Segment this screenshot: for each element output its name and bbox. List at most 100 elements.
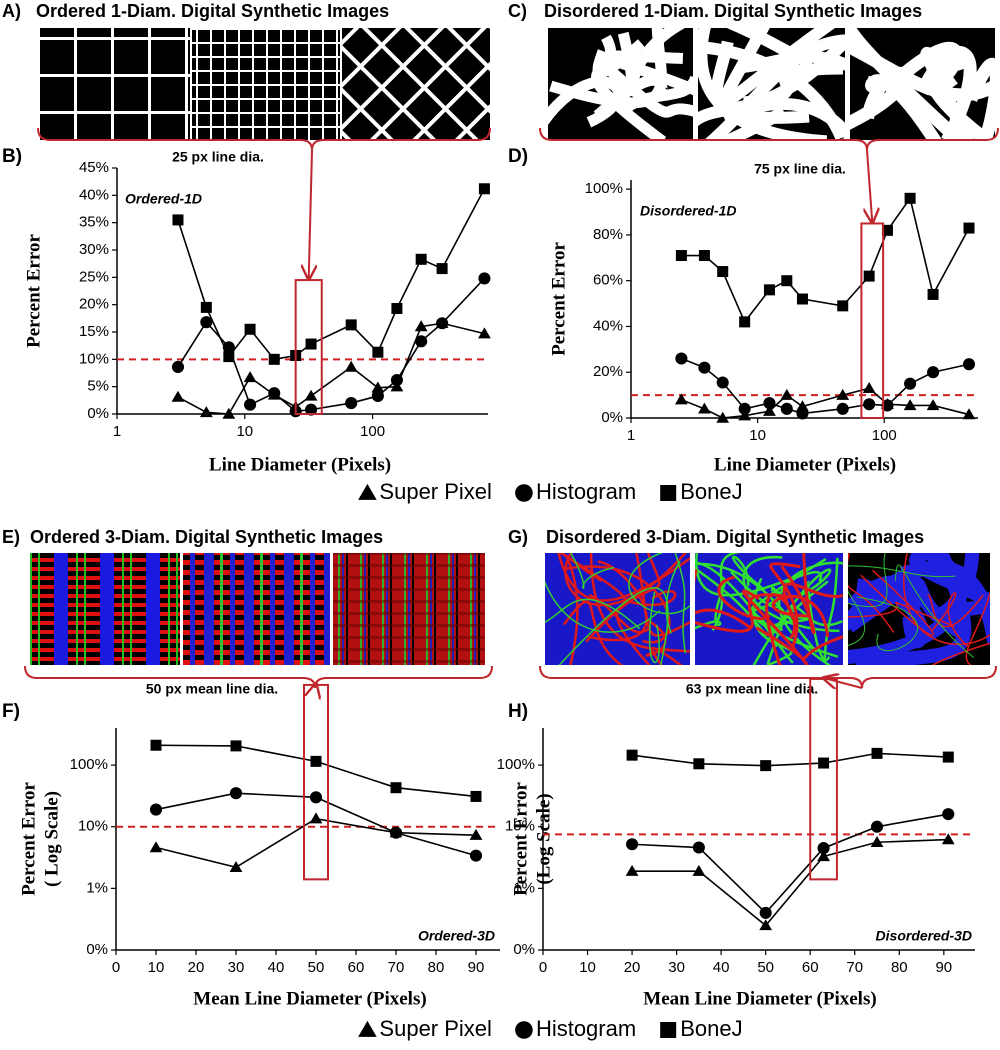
legend-label: Histogram [536, 1016, 636, 1041]
marker [675, 352, 688, 365]
y-tick-label: 0% [86, 941, 108, 958]
synthetic-image [192, 28, 340, 140]
x-tick-label: 1 [113, 423, 121, 440]
marker [309, 791, 323, 804]
x-tick-label: 20 [624, 959, 641, 976]
image-stroke [880, 41, 963, 96]
marker [698, 402, 711, 414]
marker [942, 751, 954, 763]
callout-arrow [824, 678, 863, 688]
y-tick-label: 10% [78, 818, 108, 835]
callout-arrow [315, 684, 316, 688]
series-line [681, 387, 970, 419]
image-stroke [865, 74, 943, 140]
marker [837, 300, 849, 312]
marker [760, 760, 772, 772]
image-stroke [894, 564, 975, 659]
legend-label: BoneJ [680, 479, 742, 504]
x-tick-label: 100 [360, 423, 385, 440]
marker [223, 351, 235, 363]
marker [469, 828, 483, 840]
image-stroke [755, 626, 843, 661]
synthetic-image [850, 28, 995, 140]
image-stroke [695, 578, 728, 630]
image-stroke [628, 553, 690, 615]
marker [200, 316, 213, 329]
x-tick-label: 0 [539, 959, 547, 976]
x-tick-label: 1 [627, 427, 635, 444]
synthetic-image [545, 553, 690, 665]
marker [626, 838, 639, 851]
marker [310, 755, 322, 767]
synthetic-image [848, 553, 990, 665]
marker [675, 393, 688, 405]
image-stroke [717, 575, 771, 620]
image-stroke [590, 553, 690, 653]
marker [390, 374, 403, 387]
y-tick-label: 0% [513, 941, 535, 958]
marker [171, 390, 185, 402]
y-tick-label: 20% [79, 296, 109, 313]
image-stroke [717, 106, 787, 140]
x-tick-label: 0 [112, 959, 120, 976]
x-tick-label: 60 [802, 959, 819, 976]
callout-arrow [867, 149, 872, 222]
image-stroke [650, 647, 683, 665]
marker [222, 407, 236, 419]
x-tick-label: 70 [388, 959, 405, 976]
marker [345, 397, 358, 410]
marker [926, 399, 940, 411]
panel-title: Disordered 3-Diam. Digital Synthetic Ima… [546, 527, 924, 547]
marker [904, 377, 917, 390]
marker [692, 864, 706, 876]
image-stroke [721, 98, 845, 140]
image-stroke [635, 553, 690, 637]
image-stroke [850, 39, 995, 102]
marker [738, 409, 752, 421]
legend-marker [660, 1022, 677, 1038]
image-stroke [848, 590, 865, 646]
marker [415, 253, 427, 265]
y-tick-label: 45% [79, 159, 109, 176]
y-tick-label: 1% [86, 879, 108, 896]
annotation: 25 px line dia. [172, 149, 264, 165]
panel-label: B) [2, 146, 22, 167]
marker [881, 399, 894, 412]
legend-marker [515, 1021, 533, 1039]
image-stroke [648, 591, 660, 664]
legend-label: Super Pixel [379, 479, 492, 504]
marker [436, 263, 448, 275]
panel-label: F) [2, 701, 20, 722]
synthetic-image [695, 553, 843, 665]
image-stroke [903, 553, 990, 646]
legend-marker [515, 484, 533, 502]
y-tick-label: 80% [593, 226, 623, 243]
legend-label: BoneJ [680, 1016, 742, 1041]
image-stroke [856, 596, 919, 652]
marker [371, 381, 385, 393]
marker [200, 301, 212, 313]
marker [716, 411, 730, 423]
marker [817, 842, 830, 855]
y-tick-label: 30% [79, 241, 109, 258]
marker [309, 812, 323, 824]
image-stroke [771, 594, 830, 637]
y-tick-label: 60% [593, 272, 623, 289]
marker [763, 397, 776, 410]
x-tick-label: 60 [348, 959, 365, 976]
marker [881, 224, 893, 236]
x-axis-label: Mean Line Diameter (Pixels) [643, 988, 876, 1009]
x-tick-label: 80 [891, 959, 908, 976]
marker [389, 826, 403, 839]
marker [470, 790, 482, 802]
y-tick-label: 10% [79, 350, 109, 367]
x-tick-label: 50 [757, 959, 774, 976]
panel-label: E) [2, 527, 20, 547]
synthetic-image [698, 28, 845, 140]
marker [149, 841, 163, 853]
y-tick-label: 0% [601, 409, 623, 426]
legend: Super Pixel Histogram BoneJ [358, 1016, 743, 1041]
marker [150, 739, 162, 751]
marker [268, 353, 280, 365]
